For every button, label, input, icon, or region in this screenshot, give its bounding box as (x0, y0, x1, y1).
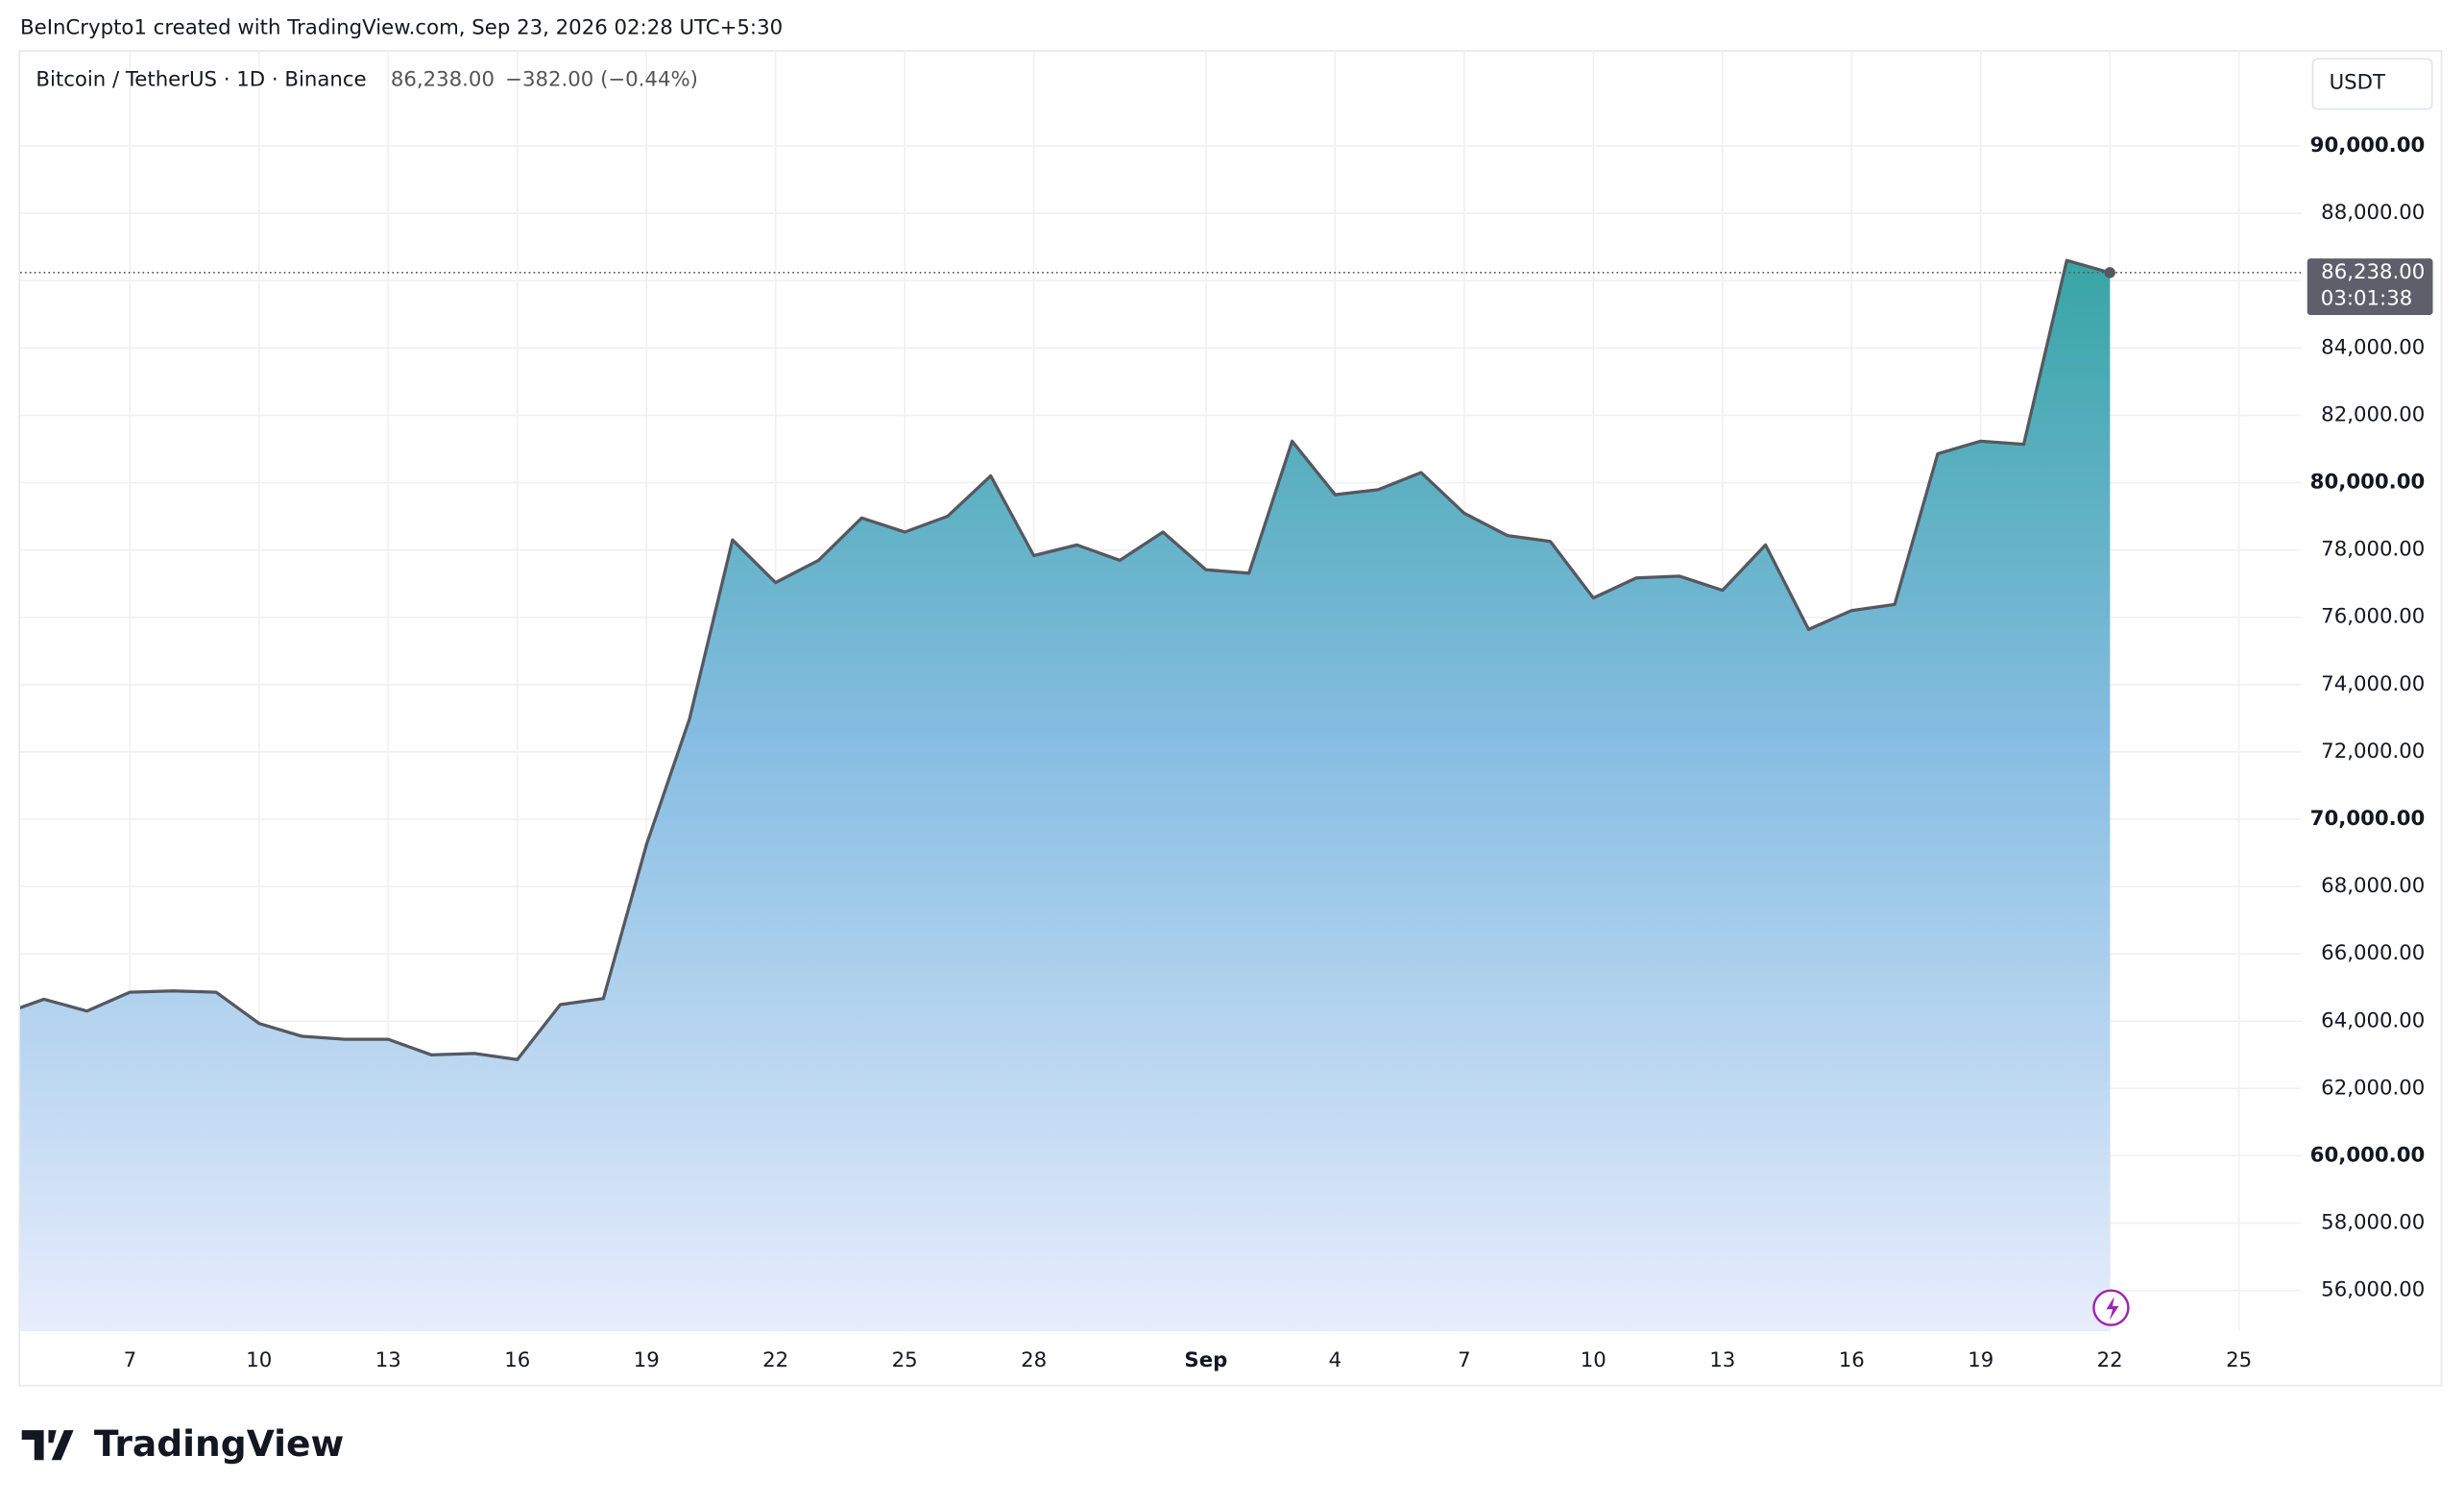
y-tick-label: 60,000.00 (2310, 1143, 2426, 1167)
x-tick-label: 19 (634, 1348, 660, 1372)
y-tick-label: 66,000.00 (2321, 941, 2425, 965)
header-price: 86,238.00 (391, 67, 495, 91)
y-tick-label: 82,000.00 (2321, 402, 2425, 426)
x-tick-label: 22 (762, 1348, 788, 1372)
x-tick-label: 25 (892, 1348, 918, 1372)
x-tick-label: 25 (2226, 1348, 2252, 1372)
x-tick-label: 4 (1329, 1348, 1342, 1372)
x-tick-label: 13 (1709, 1348, 1735, 1372)
area-fill (20, 260, 2111, 1332)
y-tick-label: 78,000.00 (2321, 538, 2425, 562)
plot (20, 258, 2111, 1332)
brand: TradingView (94, 1422, 344, 1465)
watermark: BeInCrypto1 created with TradingView.com… (20, 15, 783, 39)
y-tick-label: 88,000.00 (2321, 201, 2425, 225)
x-tick-label: 13 (375, 1348, 401, 1372)
y-tick-label: 62,000.00 (2321, 1076, 2425, 1100)
y-tick-label: 74,000.00 (2321, 672, 2425, 696)
y-tick-label: 76,000.00 (2321, 605, 2425, 629)
x-tick-label: 19 (1968, 1348, 1993, 1372)
y-tick-label: 80,000.00 (2310, 470, 2426, 494)
x-tick-label: 16 (504, 1348, 530, 1372)
y-tick-label: 56,000.00 (2321, 1278, 2425, 1302)
y-tick-label: 68,000.00 (2321, 874, 2425, 898)
last-point (2104, 267, 2115, 279)
countdown: 03:01:38 (2321, 287, 2412, 311)
header-change: −382.00 (−0.44%) (505, 67, 698, 91)
x-tick-label: 22 (2097, 1348, 2123, 1372)
x-tick-label: 28 (1021, 1348, 1047, 1372)
axes: 56,000.00 58,000.00 60,000.00 62,000.00 64,0… (20, 133, 2433, 1372)
price-line (20, 258, 2111, 1061)
x-tick-label: 7 (124, 1348, 137, 1372)
x-tick-label: 10 (1581, 1348, 1606, 1372)
chart-frame (18, 50, 2443, 1387)
x-tick-label: 7 (1458, 1348, 1471, 1372)
currency-box[interactable] (2311, 58, 2433, 110)
y-tick-label: 70,000.00 (2310, 807, 2426, 831)
y-tick-label: 90,000.00 (2310, 133, 2426, 158)
flash-glyph (2106, 1297, 2119, 1321)
logo (21, 1430, 74, 1461)
y-tick-label: 58,000.00 (2321, 1211, 2425, 1235)
x-tick-label: 16 (1839, 1348, 1865, 1372)
price-label: 86,238.00 (2321, 260, 2425, 284)
y-tick-label: 72,000.00 (2321, 740, 2425, 764)
y-tick-label: 64,000.00 (2321, 1008, 2425, 1032)
x-tick-label: Sep (1184, 1348, 1227, 1372)
chart-title: Bitcoin / TetherUS · 1D · Binance (36, 67, 366, 91)
x-tick-label: 10 (246, 1348, 272, 1372)
y-tick-label: 84,000.00 (2321, 335, 2425, 359)
currency[interactable]: USDT (2330, 71, 2386, 95)
price-label-box (2307, 258, 2433, 316)
